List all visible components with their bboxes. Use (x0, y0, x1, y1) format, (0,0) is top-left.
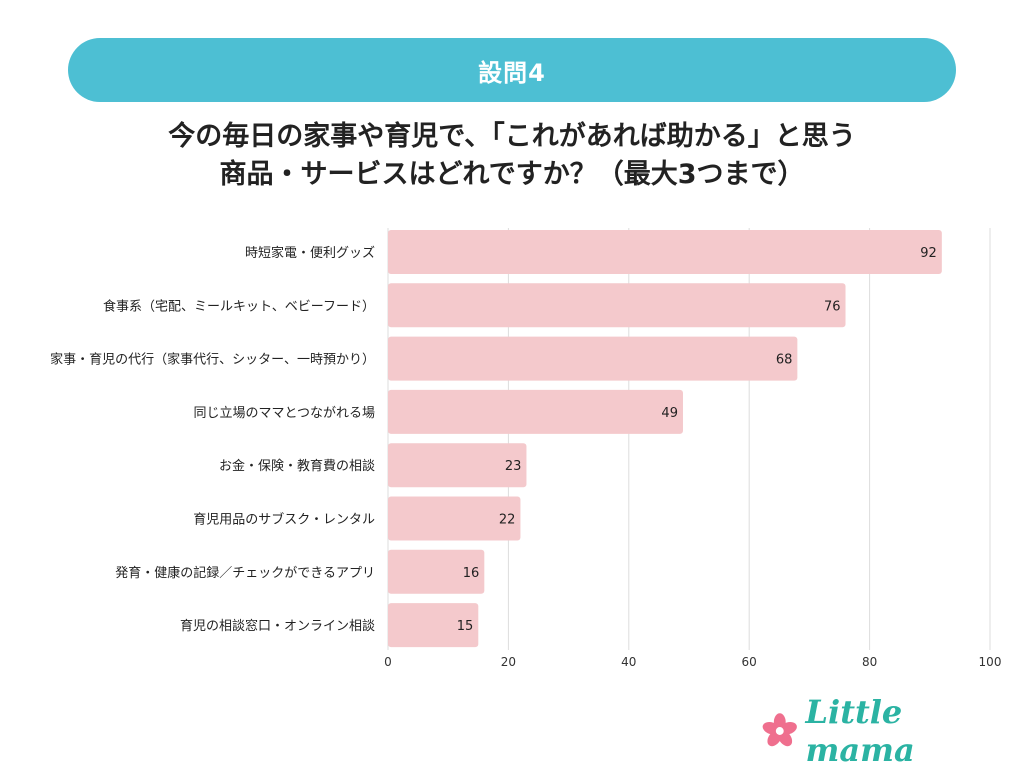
x-tick-label: 100 (979, 655, 1002, 669)
category-label: お金・保険・教育費の相談 (219, 458, 375, 474)
question-line-1: 今の毎日の家事や育児で、「これがあれば助かる」と思う (168, 121, 856, 152)
bar (388, 603, 479, 648)
question-title: 今の毎日の家事や育児で、「これがあれば助かる」と思う 商品・サービスはどれですか… (40, 118, 984, 194)
x-tick-label: 60 (742, 655, 757, 669)
x-tick-label: 80 (862, 655, 877, 669)
bar-value-label: 22 (499, 513, 516, 528)
bar-value-label: 92 (920, 246, 937, 261)
category-label: 発育・健康の記録／チェックができるアプリ (115, 565, 375, 581)
bar (388, 496, 521, 541)
bar-value-label: 68 (776, 353, 793, 368)
brand-logo: Little mama (760, 693, 1020, 769)
bar-value-label: 23 (505, 459, 522, 474)
bar (388, 230, 942, 274)
bar (388, 283, 846, 328)
bar (388, 549, 485, 594)
bar (388, 443, 527, 488)
x-tick-label: 40 (621, 655, 636, 669)
bar-value-label: 15 (457, 619, 474, 634)
question-banner: 設問4 (68, 38, 956, 102)
x-tick-label: 0 (384, 655, 392, 669)
bar-value-label: 76 (824, 299, 841, 314)
category-label: 育児の相談窓口・オンライン相談 (180, 618, 375, 634)
bar (388, 336, 798, 381)
bar (388, 389, 683, 434)
category-label: 家事・育児の代行（家事代行、シッター、一時預かり） (50, 352, 375, 368)
bar-value-label: 16 (463, 566, 480, 581)
logo-text: Little mama (805, 693, 915, 769)
category-label: 同じ立場のママとつながれる場 (194, 406, 375, 421)
category-label: 育児用品のサブスク・レンタル (193, 512, 375, 528)
bar-value-label: 49 (661, 406, 678, 421)
flower-icon (762, 713, 797, 747)
banner-label: 設問4 (478, 58, 546, 87)
bar-chart: 92 時短家電・便利グッズ 76 食事系（宅配、ミールキット、ベビーフード） 68 家事・… (50, 228, 1002, 669)
x-tick-label: 20 (501, 655, 516, 669)
category-label: 時短家電・便利グッズ (245, 245, 375, 261)
category-label: 食事系（宅配、ミールキット、ベビーフード） (103, 298, 375, 314)
question-line-2: 商品・サービスはどれですか？（最大3つまで） (219, 159, 805, 190)
